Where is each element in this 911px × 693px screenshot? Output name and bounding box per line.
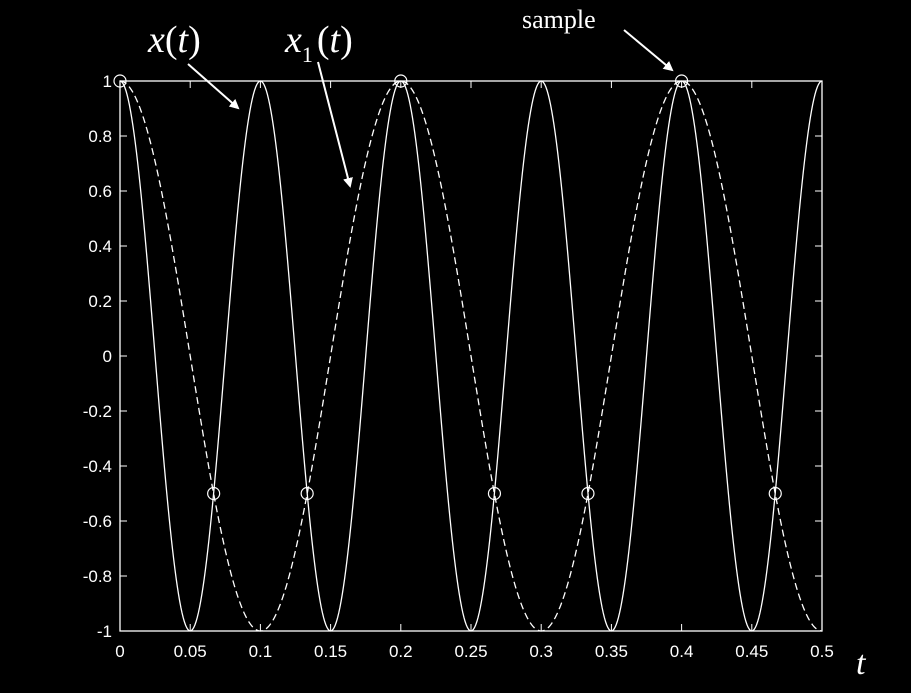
y-tick-label: -0.6 xyxy=(83,512,112,531)
y-axis: 1 0.8 0.6 0.4 0.2 0 -0.2 -0.4 -0.6 -0.8 -1 xyxy=(83,72,822,641)
y-tick-label: 0.6 xyxy=(88,182,112,201)
x-tick-label: 0.3 xyxy=(529,642,553,661)
x-tick-label: 0.15 xyxy=(314,642,347,661)
sample-point xyxy=(113,74,127,88)
x-tick-label: 0 xyxy=(115,642,124,661)
x-tick-label: 0.5 xyxy=(810,642,834,661)
y-tick-label: 0 xyxy=(103,347,112,366)
x-tick-label: 0.25 xyxy=(454,642,487,661)
sample-point xyxy=(674,74,689,88)
y-tick-label: -1 xyxy=(97,622,112,641)
x-axis: 0 0.05 0.1 0.15 0.2 0.25 0.3 0.35 0.4 0.45 0.5 xyxy=(115,81,834,661)
x-tick-label: 0.4 xyxy=(670,642,694,661)
annotation-arrow-x1 xyxy=(317,61,353,188)
svg-text:sample: sample xyxy=(522,5,596,34)
y-tick-label: -0.8 xyxy=(83,567,112,586)
sample-point xyxy=(394,74,408,88)
svg-text:x1(t): x1 (t) xyxy=(284,19,353,67)
annotation-sample: sample xyxy=(522,5,674,72)
y-tick-label: 0.8 xyxy=(88,127,112,146)
sample-markers xyxy=(113,74,782,501)
sample-point xyxy=(207,486,221,501)
series-x-t xyxy=(119,80,823,632)
sample-point xyxy=(300,486,314,501)
y-tick-label: -0.4 xyxy=(83,457,112,476)
annotation-x-t: x(t) xyxy=(147,19,240,110)
y-tick-label: 1 xyxy=(103,72,112,91)
annotation-arrow-x xyxy=(187,63,240,110)
x-tick-label: 0.45 xyxy=(735,642,768,661)
y-tick-label: 0.4 xyxy=(88,237,112,256)
series-x1-t xyxy=(119,80,823,632)
y-tick-label: 0.2 xyxy=(88,292,112,311)
annotation-arrow-sample xyxy=(623,29,674,72)
sample-point xyxy=(581,486,595,501)
x-tick-label: 0.1 xyxy=(249,642,273,661)
x-tick-label: 0.35 xyxy=(595,642,628,661)
annotation-x1-t: x1 (t) xyxy=(284,19,353,188)
x-tick-label: 0.2 xyxy=(389,642,413,661)
series-layer xyxy=(119,80,823,632)
y-tick-label: -0.2 xyxy=(83,402,112,421)
sample-point xyxy=(768,486,782,501)
x-tick-label: 0.05 xyxy=(174,642,207,661)
sample-point xyxy=(487,486,502,501)
x-axis-title: t xyxy=(856,645,867,682)
svg-text:x(t): x(t) xyxy=(147,19,201,61)
